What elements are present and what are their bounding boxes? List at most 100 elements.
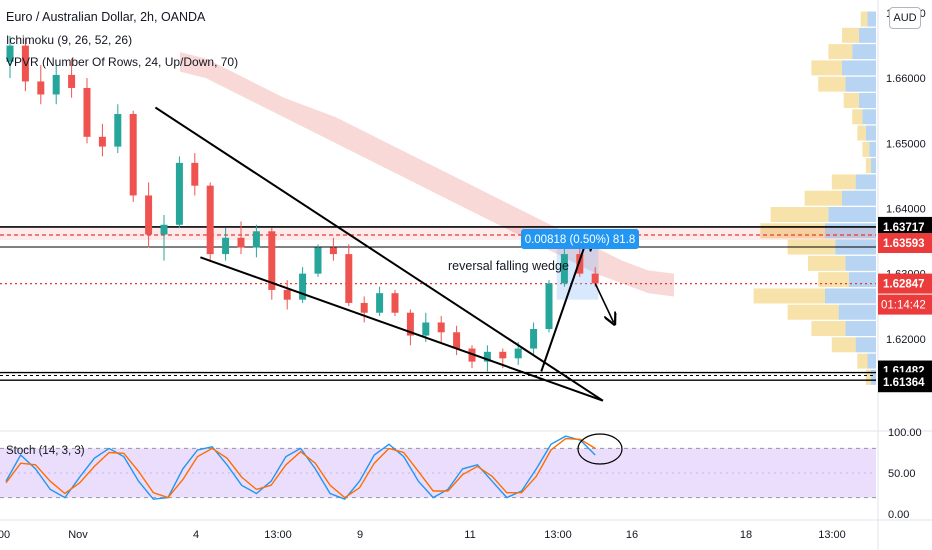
price-label: 1.61364 [883,377,925,389]
volume-profile-up-row [845,76,876,92]
candle-body [329,247,337,255]
candle-body [514,348,522,359]
volume-profile-down-row [828,44,853,60]
wedge-lower-line [200,256,604,402]
ichimoku-legend[interactable]: Ichimoku (9, 26, 52, 26) [6,33,133,47]
volume-profile-up-row [845,255,876,271]
volume-profile-up-row [845,321,876,337]
volume-profile-down-row [787,304,839,320]
resistance-zone [0,227,876,241]
volume-profile-down-row [818,272,849,288]
candle-body [37,81,45,95]
candle-body [160,224,168,235]
candle-body [268,231,276,290]
volume-profile-up-row [852,44,876,60]
volume-profile-up-row [848,272,876,288]
candle-body [499,351,507,359]
candle-body [6,45,14,62]
volume-profile-up-row [828,207,876,222]
price-axis-tick: 1.62000 [886,334,926,346]
time-axis-tick: 18 [740,529,752,541]
candle-body [83,87,91,137]
candle-body [283,289,291,300]
time-axis-tick: 16 [626,529,638,541]
volume-profile-up-row [870,158,876,174]
vpvr-legend[interactable]: VPVR (Number Of Rows, 24, Up/Down, 70) [6,55,239,69]
price-label-bg [878,273,932,294]
volume-profile-down-row [862,141,870,157]
price-label-bg [878,233,932,254]
volume-profile-down-row [852,109,863,125]
time-axis-tick: 13:00 [544,529,572,541]
volume-profile-down-row [857,125,866,141]
symbol-title: Euro / Australian Dollar, 2h, OANDA [6,10,206,24]
volume-profile-down-row [811,321,846,337]
volume-profile-up-row [838,304,876,320]
candle-body [145,195,153,235]
volume-profile-down-row [753,288,825,304]
stoch-d-line [5,437,596,499]
volume-profile-up-row [855,337,876,353]
volume-profile-up-row [825,288,876,304]
breakout-arrow [540,238,587,372]
volume-profile-up-row [867,353,876,369]
candle-body [530,329,538,349]
wedge-upper-line [154,106,604,402]
candle-body [545,283,553,330]
stoch-axis-tick: 100.00 [888,427,922,439]
price-label: 1.63717 [883,222,925,234]
volume-profile-down-row [842,27,859,43]
stoch-legend[interactable]: Stoch (14, 3, 3) [6,445,85,457]
volume-profile-down-row [860,11,868,27]
candle-body [437,322,445,333]
candle-body [114,114,122,147]
volume-profile-down-row [811,60,842,76]
candle-body [360,302,368,313]
candle-body [129,114,137,196]
volume-profile-down-row [831,174,856,190]
candle-body [391,293,399,313]
candle-body [560,254,568,284]
volume-profile-up-row [855,174,876,190]
candle-body [422,322,430,336]
volume-profile-up-row [870,369,876,385]
stoch-axis-tick: 0.00 [888,509,909,521]
volume-profile-up-row [859,27,876,43]
time-axis-tick: 13:00 [264,529,292,541]
volume-profile-down-row [770,207,829,222]
price-label-bg [878,372,932,393]
candle-body [345,254,353,303]
candle-body [591,273,599,284]
time-axis-tick: 4 [193,529,199,541]
projection-arrow [594,283,613,322]
time-axis-tick: 00 [0,529,10,541]
volume-profile-down-row [808,255,846,271]
price-label: 1.63593 [883,238,925,250]
time-axis-tick: Nov [68,529,88,541]
price-axis-tick: 1.64000 [886,203,926,215]
measure-tooltip-text: 0.00818 (0.50%) 81.8 [525,234,636,246]
candle-body [191,162,199,186]
candle-body [21,45,29,82]
candle-body [206,185,214,255]
currency-button[interactable]: AUD [889,7,921,29]
volume-profile-down-row [843,92,859,108]
volume-profile-up-row [862,109,876,125]
volume-profile-up-row [865,125,876,141]
stoch-axis-tick: 50.00 [888,468,916,480]
candle-body [237,237,245,248]
candle-body [222,237,230,255]
time-axis-tick: 9 [357,529,363,541]
candle-body [299,273,307,300]
price-label: 1.62847 [883,279,925,291]
volume-profile-up-row [842,60,876,76]
volume-profile-down-row [857,353,868,369]
candle-body [98,136,106,147]
candle-body [52,74,60,95]
volume-profile-down-row [804,190,842,206]
time-axis-tick: 11 [464,529,475,541]
ichimoku-cloud [180,52,674,297]
candle-body [576,254,584,274]
countdown-label: 01:14:42 [881,300,926,312]
